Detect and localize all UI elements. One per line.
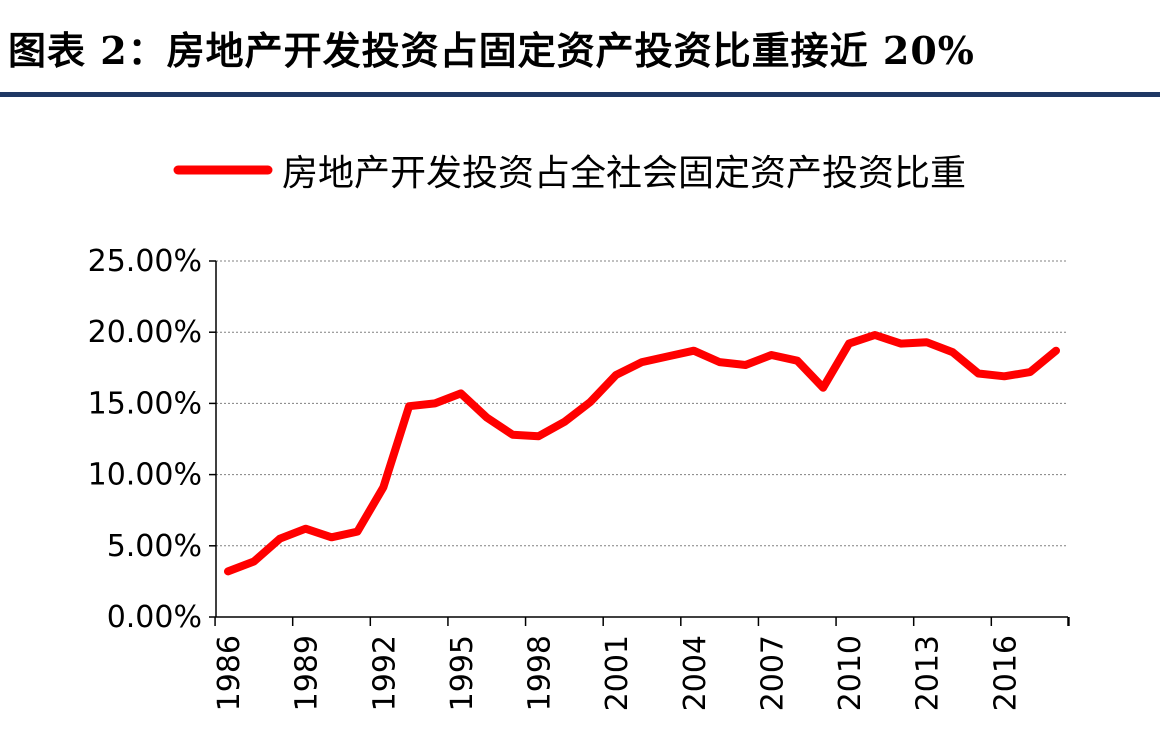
x-tick-label: 1995 bbox=[445, 635, 480, 711]
x-tick-label: 1986 bbox=[212, 635, 247, 711]
y-tick-label: 20.00% bbox=[88, 315, 202, 350]
x-axis: 1986 1989 1992 1995 1998 2001 2004 2007 2010 2013… bbox=[212, 616, 1070, 711]
x-tick-label: 2016 bbox=[988, 635, 1023, 711]
line-chart: 房地产开发投资占全社会固定资产投资比重 0.00% 5.00% 10.00% 15.0… bbox=[88, 153, 1070, 711]
report-header: 图表 2：房地产开发投资占固定资产投资比重接近 20% bbox=[0, 0, 1160, 100]
x-tick-label: 2013 bbox=[911, 635, 946, 711]
x-tick-label: 1992 bbox=[367, 635, 402, 711]
title-underline bbox=[0, 92, 1160, 97]
y-tick-label: 25.00% bbox=[88, 244, 202, 279]
x-tick-label: 1989 bbox=[290, 635, 325, 711]
y-tick-label: 0.00% bbox=[107, 600, 202, 635]
legend: 房地产开发投资占全社会固定资产投资比重 bbox=[173, 153, 966, 194]
legend-label: 房地产开发投资占全社会固定资产投资比重 bbox=[282, 153, 966, 194]
chart-container: 房地产开发投资占全社会固定资产投资比重 0.00% 5.00% 10.00% 15.0… bbox=[0, 100, 1160, 742]
x-tick-label: 2010 bbox=[833, 635, 868, 711]
x-tick-label: 2004 bbox=[678, 635, 713, 711]
x-tick-label: 2001 bbox=[600, 635, 635, 711]
figure-title: 图表 2：房地产开发投资占固定资产投资比重接近 20% bbox=[8, 28, 975, 73]
y-tick-label: 15.00% bbox=[88, 386, 202, 421]
series-line bbox=[224, 331, 1060, 576]
x-tick-label: 1998 bbox=[523, 635, 558, 711]
gridlines bbox=[216, 260, 1068, 547]
y-tick-label: 5.00% bbox=[107, 529, 202, 564]
x-tick-label: 2007 bbox=[755, 635, 790, 711]
y-axis: 0.00% 5.00% 10.00% 15.00% 20.00% 25.00% bbox=[88, 244, 217, 635]
series-layer bbox=[224, 331, 1060, 576]
y-tick-label: 10.00% bbox=[88, 458, 202, 493]
